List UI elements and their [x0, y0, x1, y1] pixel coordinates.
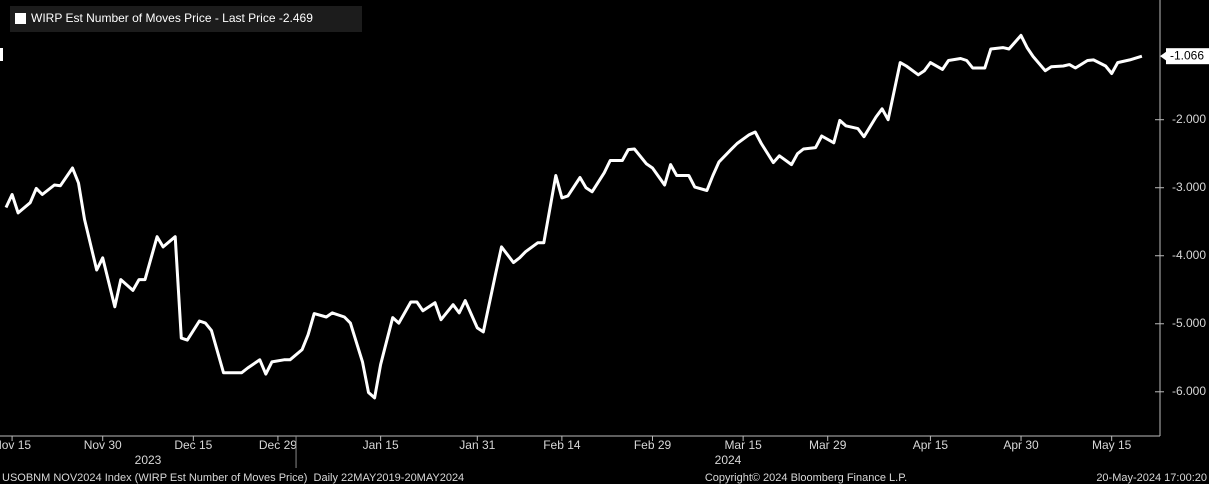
y-tick-label: -4.000	[1172, 248, 1206, 262]
legend-label: WIRP Est Number of Moves Price - Last Pr…	[31, 11, 313, 25]
x-tick-label: Jan 31	[459, 438, 495, 452]
y-tick-label: -2.000	[1172, 112, 1206, 126]
year-label: 2024	[715, 453, 742, 467]
last-value-label: -1.066	[1170, 48, 1204, 62]
x-tick-label: May 15	[1092, 438, 1132, 452]
last-value-pointer	[1160, 51, 1167, 62]
footer-source: USOBNM NOV2024 Index (WIRP Est Number of…	[2, 472, 464, 484]
x-tick-label: Nov 15	[0, 438, 31, 452]
footer-timestamp: 20-May-2024 17:00:20	[1096, 472, 1207, 484]
y-tick-label: -5.000	[1172, 316, 1206, 330]
x-tick-label: Dec 15	[174, 438, 212, 452]
x-tick-label: Mar 29	[809, 438, 847, 452]
x-tick-label: Jan 15	[363, 438, 399, 452]
x-tick-label: Dec 29	[259, 438, 297, 452]
y-tick-label: -3.000	[1172, 180, 1206, 194]
legend-swatch	[15, 13, 26, 24]
x-tick-label: Nov 30	[84, 438, 122, 452]
legend-box	[10, 6, 362, 32]
x-tick-label: Feb 29	[634, 438, 672, 452]
y-tick-label: -6.000	[1172, 384, 1206, 398]
x-tick-label: Apr 15	[913, 438, 949, 452]
x-tick-label: Mar 15	[724, 438, 762, 452]
footer-copyright: Copyright© 2024 Bloomberg Finance L.P.	[705, 472, 907, 484]
left-marker	[0, 48, 3, 61]
data-line	[4, 33, 1143, 400]
x-tick-label: Feb 14	[543, 438, 581, 452]
x-tick-label: Apr 30	[1003, 438, 1039, 452]
year-label: 2023	[135, 453, 162, 467]
last-value-box	[1166, 48, 1209, 65]
